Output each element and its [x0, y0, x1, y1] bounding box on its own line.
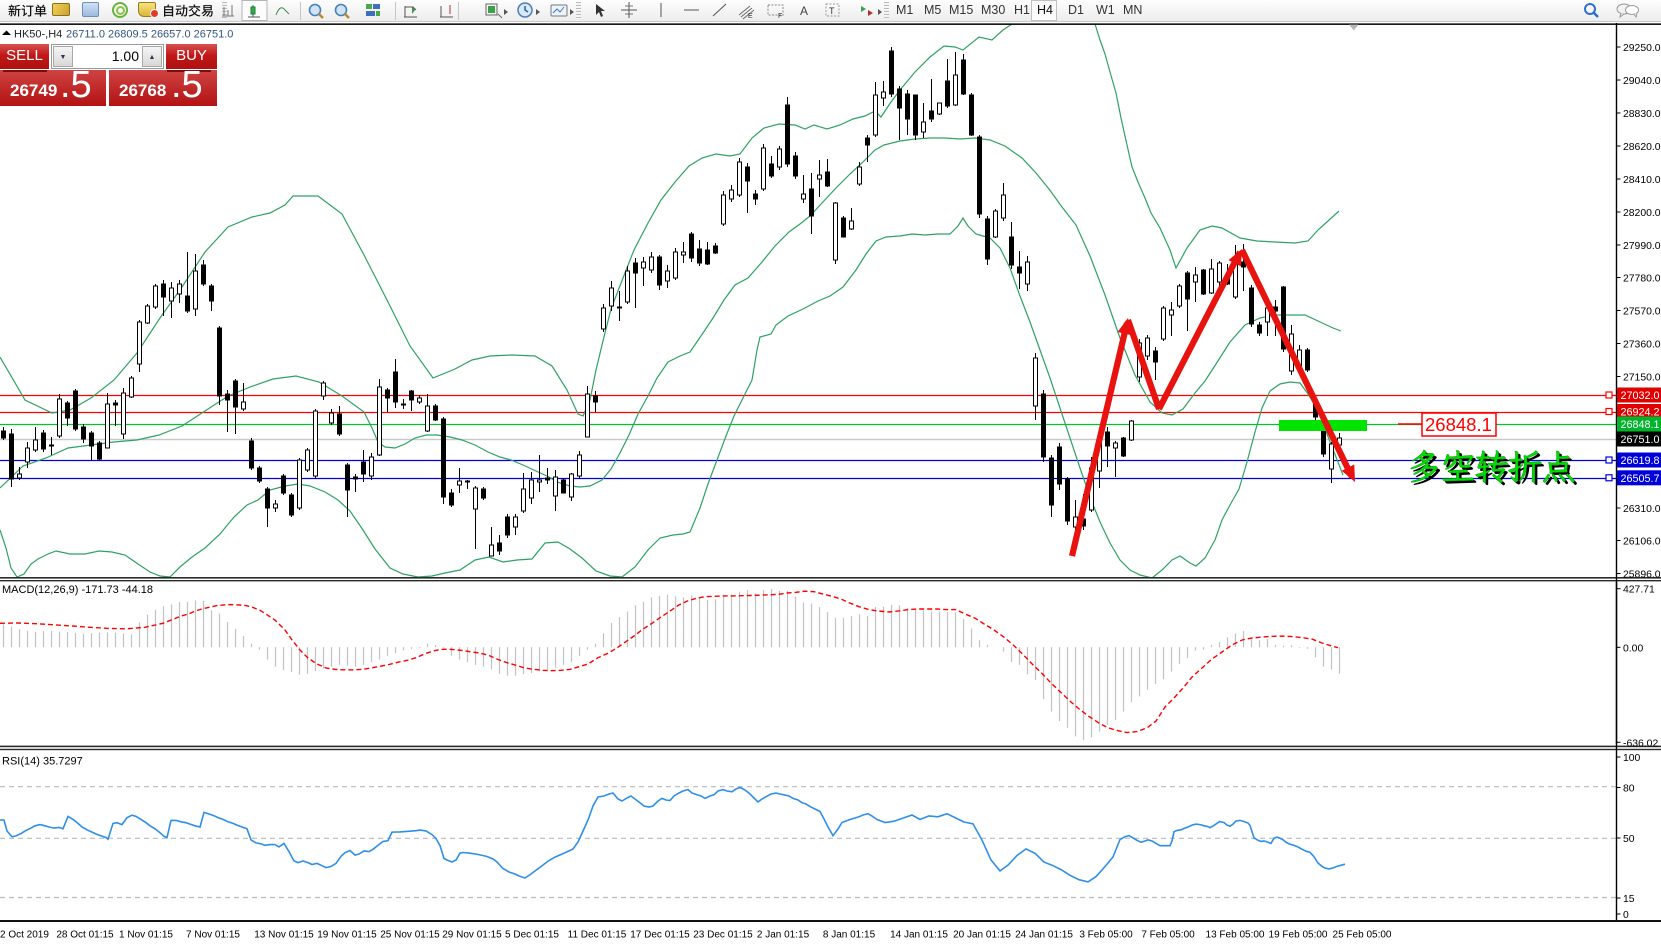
svg-text:427.71: 427.71 [1623, 585, 1655, 596]
svg-text:50: 50 [1623, 834, 1635, 845]
svg-text:26505.7: 26505.7 [1621, 473, 1660, 485]
svg-text:A: A [800, 4, 808, 18]
svg-text:26619.8: 26619.8 [1621, 455, 1660, 467]
svg-text:8 Jan 01:15: 8 Jan 01:15 [823, 930, 876, 941]
svg-text:29040.0: 29040.0 [1623, 76, 1661, 87]
svg-text:27570.0: 27570.0 [1623, 307, 1661, 318]
svg-text:19 Feb 05:00: 19 Feb 05:00 [1269, 930, 1328, 941]
svg-text:27780.0: 27780.0 [1623, 274, 1661, 285]
svg-text:E: E [748, 13, 753, 20]
svg-text:-636.02: -636.02 [1623, 738, 1658, 749]
svg-text:25896.0: 25896.0 [1623, 570, 1661, 581]
svg-text:28620.0: 28620.0 [1623, 142, 1661, 153]
svg-text:MACD(12,26,9) -171.73 -44.18: MACD(12,26,9) -171.73 -44.18 [2, 584, 153, 596]
svg-text:14 Jan 01:15: 14 Jan 01:15 [890, 930, 948, 941]
svg-text:27032.0: 27032.0 [1621, 390, 1660, 402]
svg-text:17 Dec 01:15: 17 Dec 01:15 [630, 930, 690, 941]
svg-text:3 Feb 05:00: 3 Feb 05:00 [1079, 930, 1133, 941]
svg-text:13 Feb 05:00: 13 Feb 05:00 [1206, 930, 1265, 941]
svg-text:RSI(14) 35.7297: RSI(14) 35.7297 [2, 756, 83, 768]
svg-text:80: 80 [1623, 784, 1635, 795]
svg-text:0.00: 0.00 [1623, 643, 1643, 654]
svg-text:19 Nov 01:15: 19 Nov 01:15 [317, 930, 377, 941]
svg-text:13 Nov 01:15: 13 Nov 01:15 [254, 930, 314, 941]
svg-text:1 Nov 01:15: 1 Nov 01:15 [119, 930, 173, 941]
svg-text:28 Oct 01:15: 28 Oct 01:15 [56, 930, 114, 941]
svg-text:2 Jan 01:15: 2 Jan 01:15 [757, 930, 810, 941]
svg-text:23 Dec 01:15: 23 Dec 01:15 [693, 930, 753, 941]
svg-text:24 Jan 01:15: 24 Jan 01:15 [1015, 930, 1073, 941]
svg-text:26310.0: 26310.0 [1623, 504, 1661, 515]
svg-text:2 Oct 2019: 2 Oct 2019 [0, 930, 49, 941]
svg-text:11 Dec 01:15: 11 Dec 01:15 [568, 930, 627, 941]
svg-text:29 Nov 01:15: 29 Nov 01:15 [442, 930, 502, 941]
svg-text:HK50-,H4: HK50-,H4 [14, 29, 62, 41]
svg-text:20 Jan 01:15: 20 Jan 01:15 [953, 930, 1011, 941]
svg-text:5 Dec 01:15: 5 Dec 01:15 [505, 930, 559, 941]
svg-text:28200.0: 28200.0 [1623, 208, 1661, 219]
svg-text:0: 0 [1623, 910, 1629, 921]
svg-text:25 Feb 05:00: 25 Feb 05:00 [1333, 930, 1392, 941]
svg-text:7 Feb 05:00: 7 Feb 05:00 [1141, 930, 1195, 941]
svg-text:26848.1: 26848.1 [1425, 414, 1492, 435]
svg-text:15: 15 [1623, 894, 1635, 905]
svg-text:27990.0: 27990.0 [1623, 241, 1661, 252]
svg-text:26106.0: 26106.0 [1623, 537, 1661, 548]
svg-text:28830.0: 28830.0 [1623, 109, 1661, 120]
svg-text:26711.0 26809.5 26657.0 26751.: 26711.0 26809.5 26657.0 26751.0 [66, 29, 233, 41]
svg-text:27150.0: 27150.0 [1623, 373, 1661, 384]
svg-text:7 Nov 01:15: 7 Nov 01:15 [186, 930, 240, 941]
svg-text:26848.1: 26848.1 [1621, 419, 1660, 431]
svg-text:T: T [829, 6, 835, 16]
svg-text:F: F [778, 13, 782, 20]
svg-text:29250.0: 29250.0 [1623, 43, 1661, 54]
svg-text:28410.0: 28410.0 [1623, 175, 1661, 186]
svg-text:26924.2: 26924.2 [1621, 407, 1660, 419]
svg-text:100: 100 [1623, 753, 1641, 764]
svg-text:26751.0: 26751.0 [1621, 434, 1660, 446]
svg-text:27360.0: 27360.0 [1623, 340, 1661, 351]
svg-text:25 Nov 01:15: 25 Nov 01:15 [380, 930, 440, 941]
